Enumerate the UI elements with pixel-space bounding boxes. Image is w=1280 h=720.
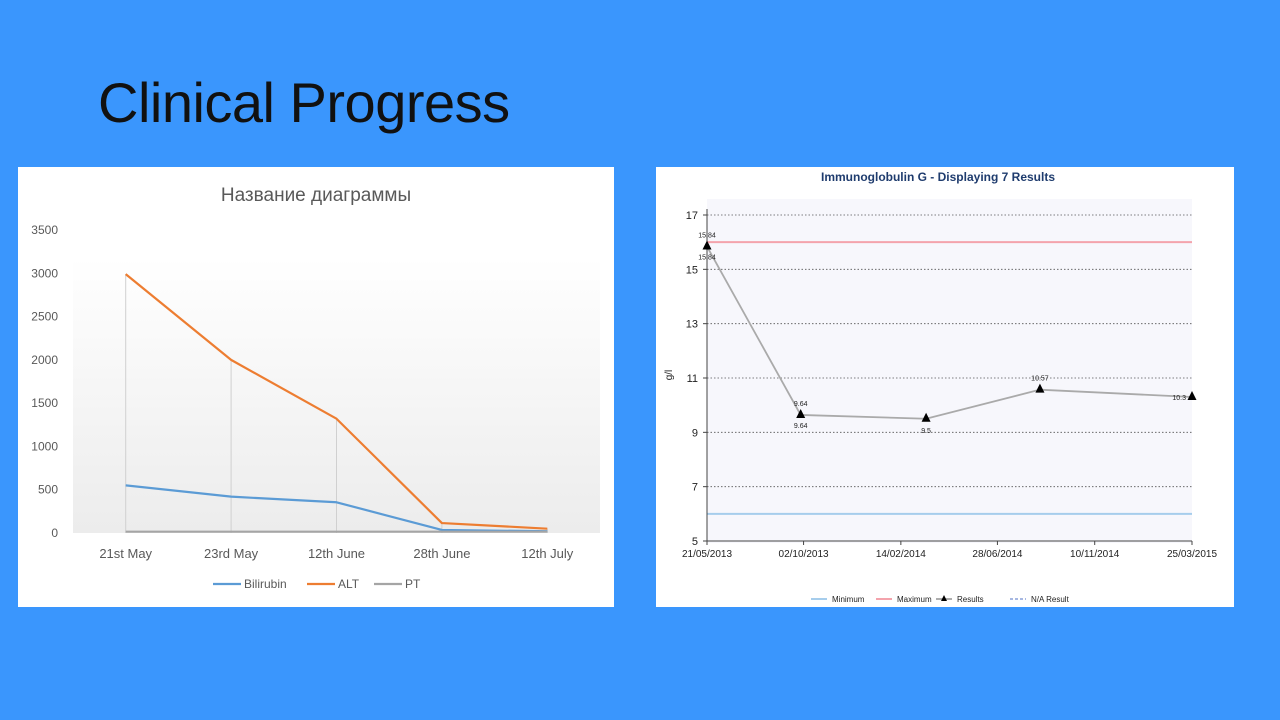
legend-label: Minimum [832,595,865,604]
x-tick-label: 14/02/2014 [876,549,926,560]
plot-area-background [707,199,1192,543]
x-tick-label: 12th July [521,546,574,561]
result-marker [702,240,712,250]
series-line-alt [125,273,548,530]
y-tick-label: 1500 [31,396,58,410]
y-tick-label: 9 [692,427,698,439]
slide-title: Clinical Progress [98,71,510,134]
y-tick-label: 17 [686,210,698,222]
y-tick-label: 5 [692,536,698,548]
chart-title: Immunoglobulin G - Displaying 7 Results [821,170,1055,184]
x-tick-label: 12th June [308,546,365,561]
y-tick-label: 3500 [31,223,58,237]
y-tick-label: 11 [687,373,698,385]
chart-panel-igg: Immunoglobulin G - Displaying 7 Results … [656,167,1234,607]
y-axis-label: g/l [664,370,675,381]
x-tick-label: 25/03/2015 [1167,549,1217,560]
data-label: 15.84 [698,233,716,240]
legend-label: Results [957,595,984,604]
x-tick-label: 21/05/2013 [682,549,732,560]
x-tick-label: 23rd May [204,546,259,561]
y-tick-label: 3000 [31,266,58,280]
data-label: 9.5 [921,428,931,435]
x-tick-label: 28th June [413,546,470,561]
legend-marker [941,595,947,601]
y-tick-label: 1000 [31,439,58,453]
chart-title: Название диаграммы [221,185,411,206]
result-marker [1035,383,1045,393]
lab-trends-chart: Название диаграммы 0 500 1000 1500 2000 2500 3… [31,185,600,591]
data-label: 10.3 [1172,395,1186,402]
legend-label: Bilirubin [244,577,287,591]
x-tick-label: 10/11/2014 [1070,549,1120,560]
x-tick-label: 28/06/2014 [972,549,1022,560]
data-label: 9.64 [794,401,808,408]
result-marker [1187,391,1197,401]
x-tick-label: 21st May [99,546,152,561]
y-tick-label: 2500 [31,310,58,324]
y-tick-label: 15 [686,264,698,276]
igg-chart: Immunoglobulin G - Displaying 7 Results … [664,170,1217,604]
y-tick-label: 7 [692,482,698,494]
chart-panel-lab-trends: Название диаграммы 0 500 1000 1500 2000 2500 3… [18,167,614,607]
data-label: 15.84 [698,255,716,262]
series-line-bilirubin [125,484,548,533]
data-label: 9.64 [794,423,808,430]
y-tick-label: 2000 [31,353,58,367]
legend-label: PT [405,577,421,591]
legend-label: ALT [338,577,360,591]
y-tick-label: 0 [51,526,58,540]
legend-label: Maximum [897,595,932,604]
data-label: 10.57 [1031,376,1049,383]
legend-label: N/A Result [1031,595,1070,604]
y-tick-label: 500 [38,483,58,497]
x-tick-label: 02/10/2013 [779,549,829,560]
result-marker [921,412,931,422]
result-marker [796,408,806,418]
y-tick-label: 13 [686,319,698,331]
